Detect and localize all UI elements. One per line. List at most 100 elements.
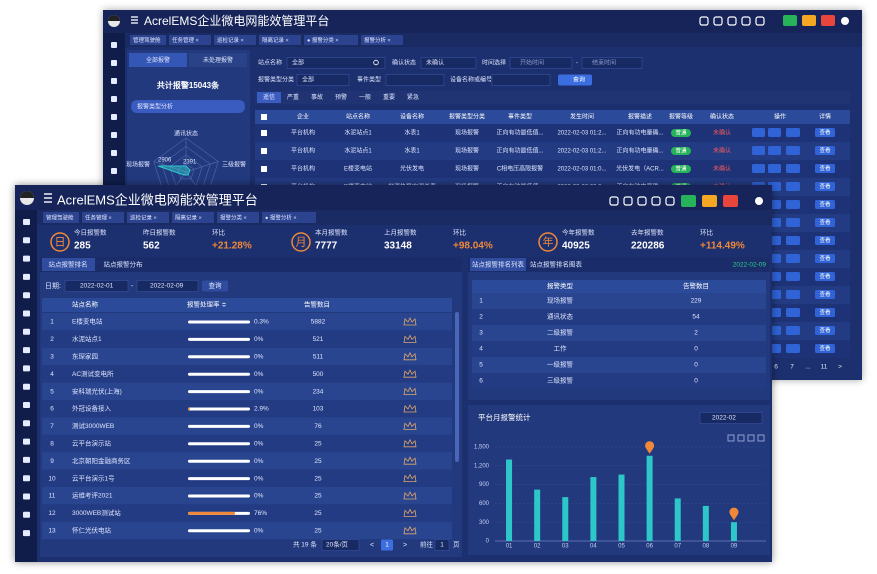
detail-button[interactable] xyxy=(815,182,835,191)
header-icon[interactable] xyxy=(637,196,647,206)
toolbox-icon[interactable] xyxy=(747,434,755,442)
header-icon[interactable] xyxy=(699,16,709,26)
op-button[interactable] xyxy=(786,182,800,191)
input-box[interactable] xyxy=(509,57,573,69)
sidebar-icon[interactable] xyxy=(111,78,117,84)
sidebar-icon[interactable] xyxy=(23,347,30,354)
header-icon[interactable] xyxy=(727,16,737,26)
sidebar-icon[interactable] xyxy=(23,219,30,225)
detail-button[interactable] xyxy=(815,236,835,245)
header-icon[interactable] xyxy=(741,16,751,26)
sidebar-icon[interactable] xyxy=(111,150,117,156)
sidebar-icon[interactable] xyxy=(23,328,30,335)
input-box[interactable] xyxy=(434,539,450,551)
op-button[interactable] xyxy=(786,326,800,335)
sidebar-icon[interactable] xyxy=(23,310,30,317)
status-badge[interactable] xyxy=(802,15,816,26)
op-button[interactable] xyxy=(768,128,781,137)
tab[interactable] xyxy=(361,35,403,45)
op-button[interactable] xyxy=(786,272,800,281)
side-tab[interactable] xyxy=(189,53,247,67)
panel-tab[interactable] xyxy=(42,258,95,271)
op-button[interactable] xyxy=(786,218,800,227)
toolbox-icon[interactable] xyxy=(757,434,765,442)
sidebar-icon[interactable] xyxy=(23,493,30,500)
detail-button[interactable] xyxy=(815,254,835,263)
op-button[interactable] xyxy=(786,236,800,245)
op-button[interactable] xyxy=(752,164,765,173)
op-button[interactable] xyxy=(752,128,765,137)
sidebar-icon[interactable] xyxy=(111,168,117,174)
query-button[interactable] xyxy=(558,74,592,86)
sidebar-icon[interactable] xyxy=(23,292,30,299)
input-box[interactable] xyxy=(286,57,386,69)
input-box[interactable] xyxy=(699,412,763,424)
detail-button[interactable] xyxy=(815,164,835,173)
page-link[interactable]: > xyxy=(838,364,842,371)
sidebar-icon[interactable] xyxy=(111,96,117,102)
user-icon[interactable] xyxy=(841,17,849,25)
op-button[interactable] xyxy=(768,146,781,155)
input-box[interactable] xyxy=(385,74,445,86)
sidebar-icon[interactable] xyxy=(23,273,30,280)
row-checkbox[interactable] xyxy=(261,166,267,172)
status-badge[interactable] xyxy=(681,195,696,207)
tab[interactable] xyxy=(304,35,358,45)
op-button[interactable] xyxy=(786,254,800,263)
page-link[interactable]: 6 xyxy=(774,364,778,371)
header-icon[interactable] xyxy=(623,196,633,206)
menu-pill[interactable] xyxy=(131,100,245,113)
sidebar-icon[interactable] xyxy=(23,511,30,518)
detail-button[interactable] xyxy=(815,128,835,137)
sidebar-icon[interactable] xyxy=(23,438,30,445)
sidebar-icon[interactable] xyxy=(23,255,30,262)
sidebar-icon[interactable] xyxy=(23,365,30,372)
page-link[interactable]: 11 xyxy=(821,364,828,371)
detail-button[interactable] xyxy=(815,218,835,227)
header-checkbox[interactable] xyxy=(261,114,267,120)
op-button[interactable] xyxy=(786,290,800,299)
tab[interactable] xyxy=(130,35,166,45)
sidebar-icon[interactable] xyxy=(111,42,117,48)
tab[interactable] xyxy=(169,35,211,45)
sidebar-icon[interactable] xyxy=(111,60,117,66)
sidebar-icon[interactable] xyxy=(23,420,30,427)
input-box[interactable] xyxy=(296,74,350,86)
sidebar-icon[interactable] xyxy=(23,383,30,390)
status-badge[interactable] xyxy=(702,195,717,207)
sidebar-icon[interactable] xyxy=(23,402,30,408)
tab[interactable] xyxy=(172,212,214,223)
header-icon[interactable] xyxy=(755,16,765,26)
op-button[interactable] xyxy=(786,200,800,209)
op-button[interactable] xyxy=(786,146,800,155)
detail-button[interactable] xyxy=(815,290,835,299)
scrollbar[interactable] xyxy=(455,312,459,462)
sidebar-icon[interactable] xyxy=(23,475,30,482)
detail-button[interactable] xyxy=(815,308,835,317)
sidebar-icon[interactable] xyxy=(23,456,30,463)
page-current-box[interactable] xyxy=(381,539,393,551)
status-badge[interactable] xyxy=(783,15,797,26)
detail-button[interactable] xyxy=(815,326,835,335)
sidebar-icon[interactable] xyxy=(23,237,30,244)
detail-button[interactable] xyxy=(815,146,835,155)
op-button[interactable] xyxy=(752,146,765,155)
tab[interactable] xyxy=(259,35,301,45)
input-box[interactable] xyxy=(491,74,551,86)
query-button[interactable] xyxy=(202,280,228,292)
detail-button[interactable] xyxy=(815,272,835,281)
tab[interactable] xyxy=(127,212,169,223)
page-link[interactable]: ... xyxy=(805,364,811,371)
input-box[interactable] xyxy=(581,57,643,69)
op-button[interactable] xyxy=(786,128,800,137)
row-checkbox[interactable] xyxy=(261,148,267,154)
input-box[interactable] xyxy=(64,280,129,292)
page-next[interactable]: > xyxy=(403,542,407,549)
op-button[interactable] xyxy=(786,164,800,173)
status-badge[interactable] xyxy=(821,15,835,26)
op-button[interactable] xyxy=(786,344,800,353)
detail-button[interactable] xyxy=(815,200,835,209)
page-link[interactable]: 7 xyxy=(790,364,794,371)
toolbox-icon[interactable] xyxy=(737,434,745,442)
side-tab[interactable] xyxy=(129,53,187,67)
